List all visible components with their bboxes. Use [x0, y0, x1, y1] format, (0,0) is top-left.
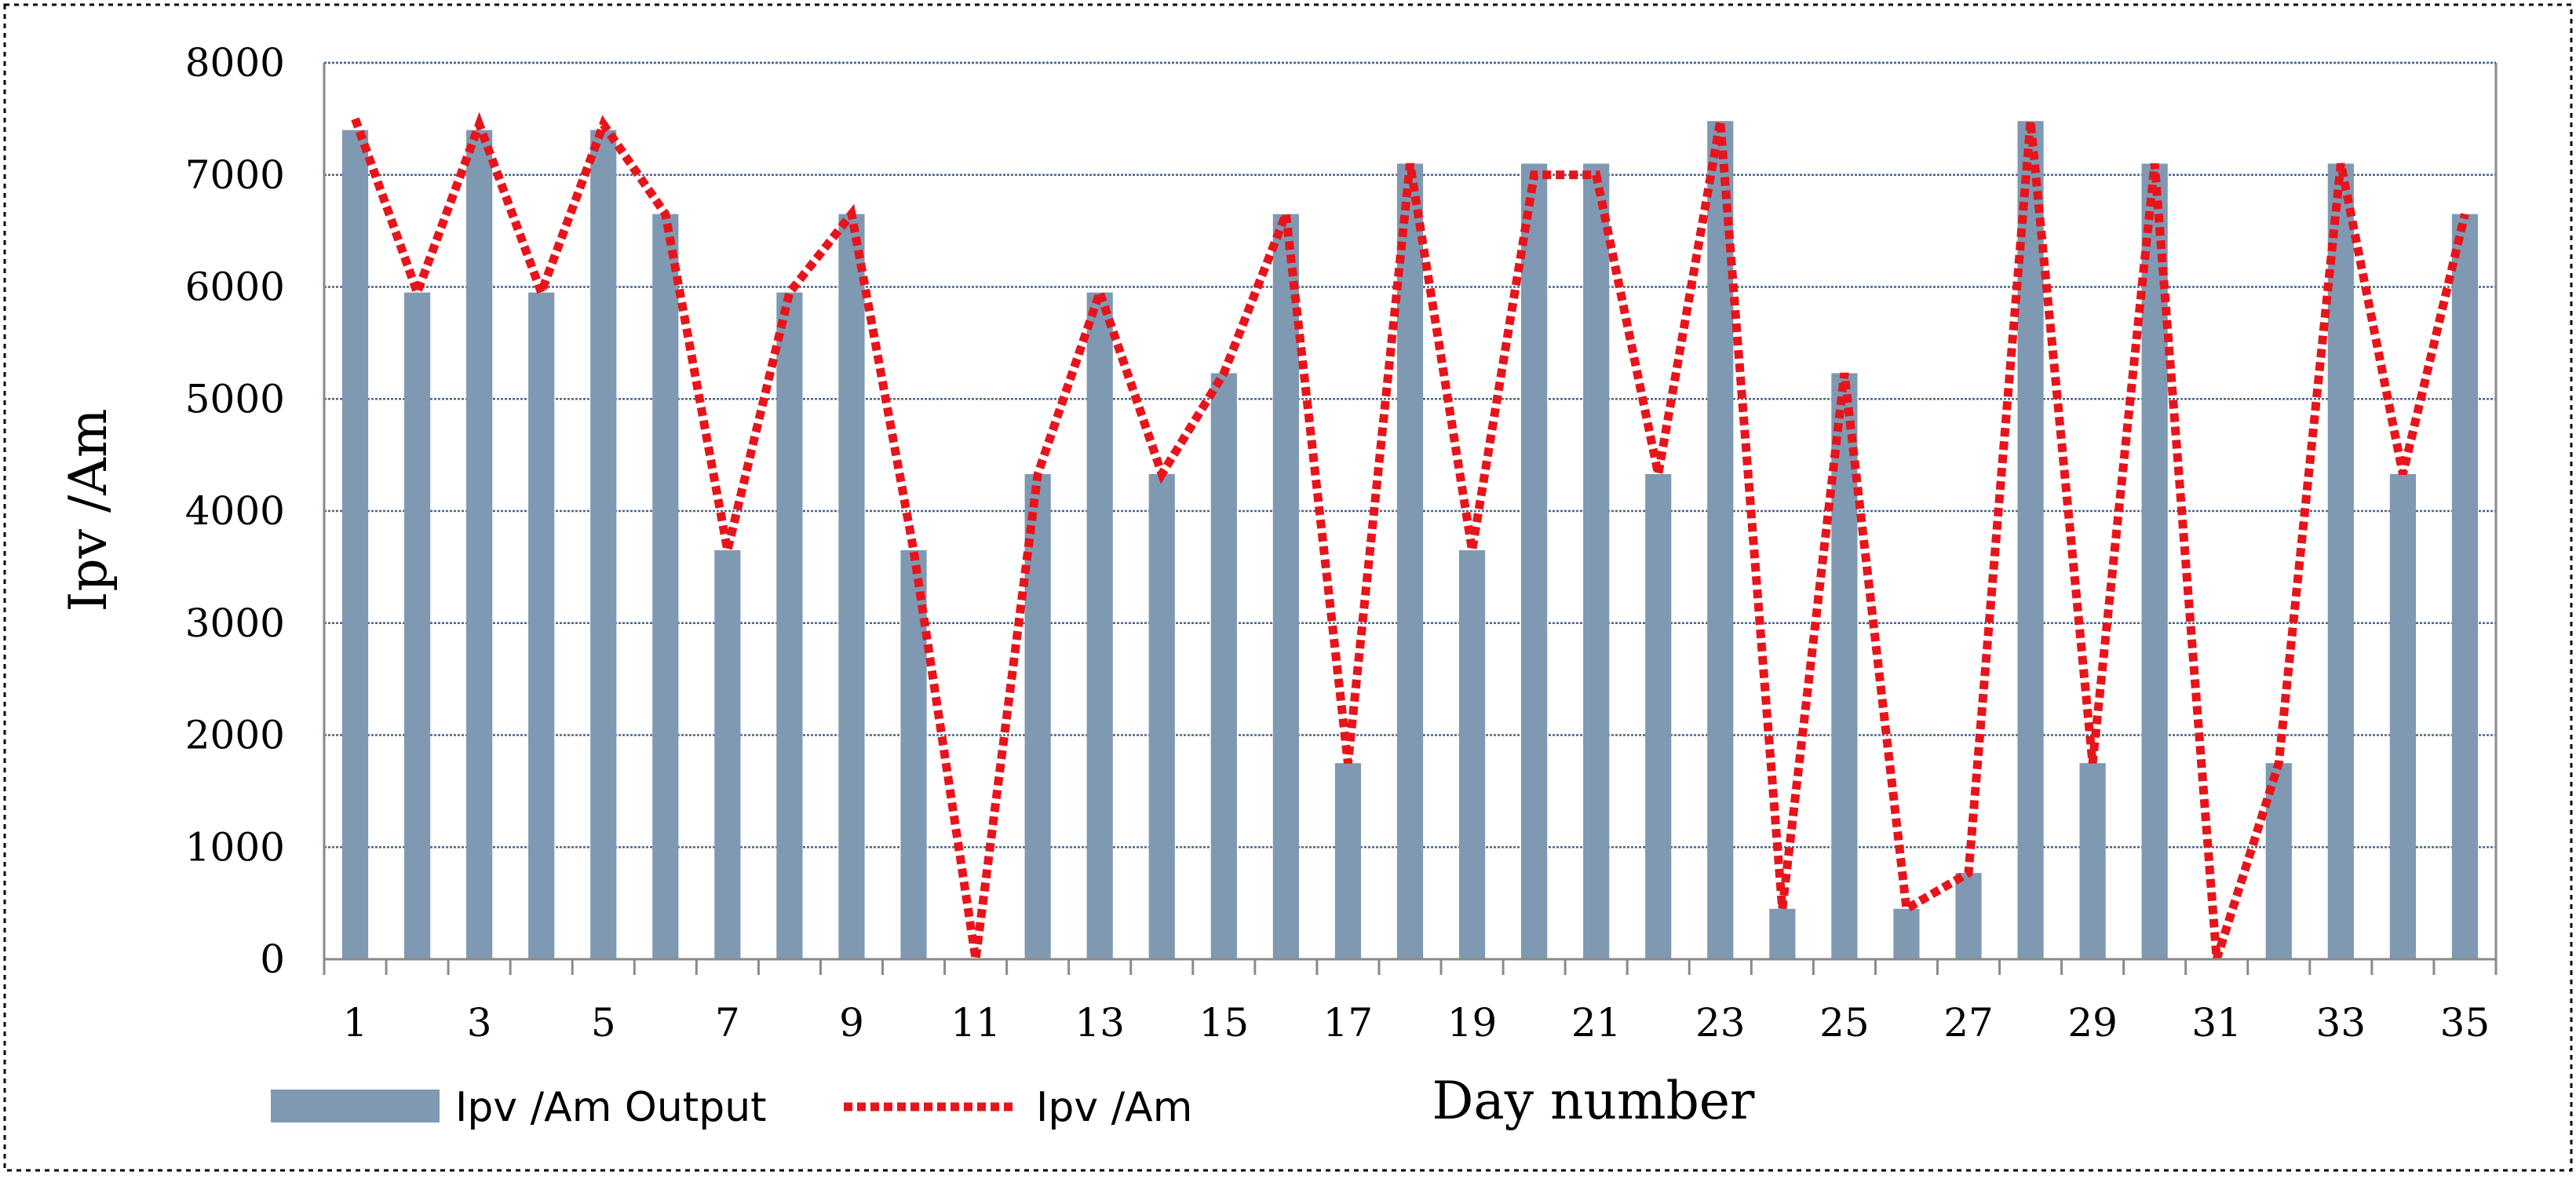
- y-tick-label: 3000: [185, 600, 285, 646]
- x-tick-label: 3: [467, 1000, 492, 1046]
- x-tick-label: 15: [1199, 1000, 1250, 1046]
- line-series: [351, 111, 2469, 961]
- bar: [2451, 214, 2479, 959]
- y-tick-label: 5000: [185, 376, 285, 422]
- bar: [2389, 473, 2417, 959]
- x-tick-label: 29: [2067, 1000, 2118, 1046]
- bar: [652, 214, 679, 959]
- bar: [1148, 473, 1175, 959]
- bar: [838, 214, 865, 959]
- legend-swatch-bar: [271, 1090, 440, 1122]
- x-axis-title: Day number: [1432, 1071, 1755, 1131]
- y-tick-labels: 0 1000 2000 3000 4000 5000 6000 7000 8000: [185, 40, 285, 982]
- x-tick-label: 9: [839, 1000, 864, 1046]
- x-tick-label: 19: [1447, 1000, 1498, 1046]
- bar: [341, 130, 369, 959]
- x-tick-label: 31: [2191, 1000, 2242, 1046]
- bar: [1210, 373, 1237, 960]
- y-tick-label: 1000: [185, 824, 285, 870]
- x-tick-label: 13: [1075, 1000, 1125, 1046]
- x-tick-label: 25: [1819, 1000, 1870, 1046]
- bar: [1955, 873, 1982, 959]
- x-tick-label: 7: [715, 1000, 740, 1046]
- bar: [2327, 163, 2354, 960]
- x-tick-label: 17: [1323, 1000, 1374, 1046]
- bar: [1086, 292, 1113, 959]
- x-tick-label: 5: [591, 1000, 616, 1046]
- y-tick-label: 0: [260, 936, 285, 982]
- x-tick-label: 35: [2440, 1000, 2490, 1046]
- axes: [323, 61, 2498, 975]
- x-tick-label: 23: [1695, 1000, 1746, 1046]
- bar: [1458, 549, 1486, 959]
- bar: [1769, 908, 1796, 959]
- bar: [1645, 473, 1672, 959]
- bar: [1334, 763, 1362, 959]
- x-tick-label: 11: [950, 1000, 1001, 1046]
- bar: [1893, 908, 1920, 959]
- bar: [590, 130, 617, 959]
- bar: [1521, 163, 1548, 960]
- x-tick-label: 27: [1943, 1000, 1994, 1046]
- bar: [528, 292, 555, 959]
- bar: [776, 292, 803, 959]
- bar: [1583, 163, 1610, 960]
- bar: [1396, 163, 1424, 960]
- y-tick-label: 8000: [185, 40, 285, 86]
- legend: Ipv /Am Output Ipv /Am: [271, 1084, 1192, 1131]
- legend-label-bar: Ipv /Am Output: [455, 1084, 767, 1131]
- y-axis-title: Ipv /Am: [58, 408, 119, 611]
- bar: [2265, 763, 2292, 959]
- x-tick-labels: 1 3 5 7 9 11 13 15 17 19 21 23 25 27 29 31 33 35: [343, 1000, 2490, 1046]
- legend-label-line: Ipv /Am: [1036, 1084, 1192, 1131]
- y-tick-label: 2000: [185, 713, 285, 758]
- bar: [714, 549, 741, 959]
- x-tick-label: 1: [343, 1000, 368, 1046]
- bar: [403, 292, 431, 959]
- x-tick-label: 33: [2316, 1000, 2366, 1046]
- bar: [466, 130, 493, 959]
- y-tick-label: 6000: [185, 265, 285, 310]
- y-tick-label: 4000: [185, 488, 285, 534]
- series-line: [351, 111, 2469, 961]
- bar: [1272, 214, 1299, 959]
- y-tick-label: 7000: [185, 152, 285, 198]
- x-tick-label: 21: [1571, 1000, 1622, 1046]
- bar: [2079, 763, 2106, 959]
